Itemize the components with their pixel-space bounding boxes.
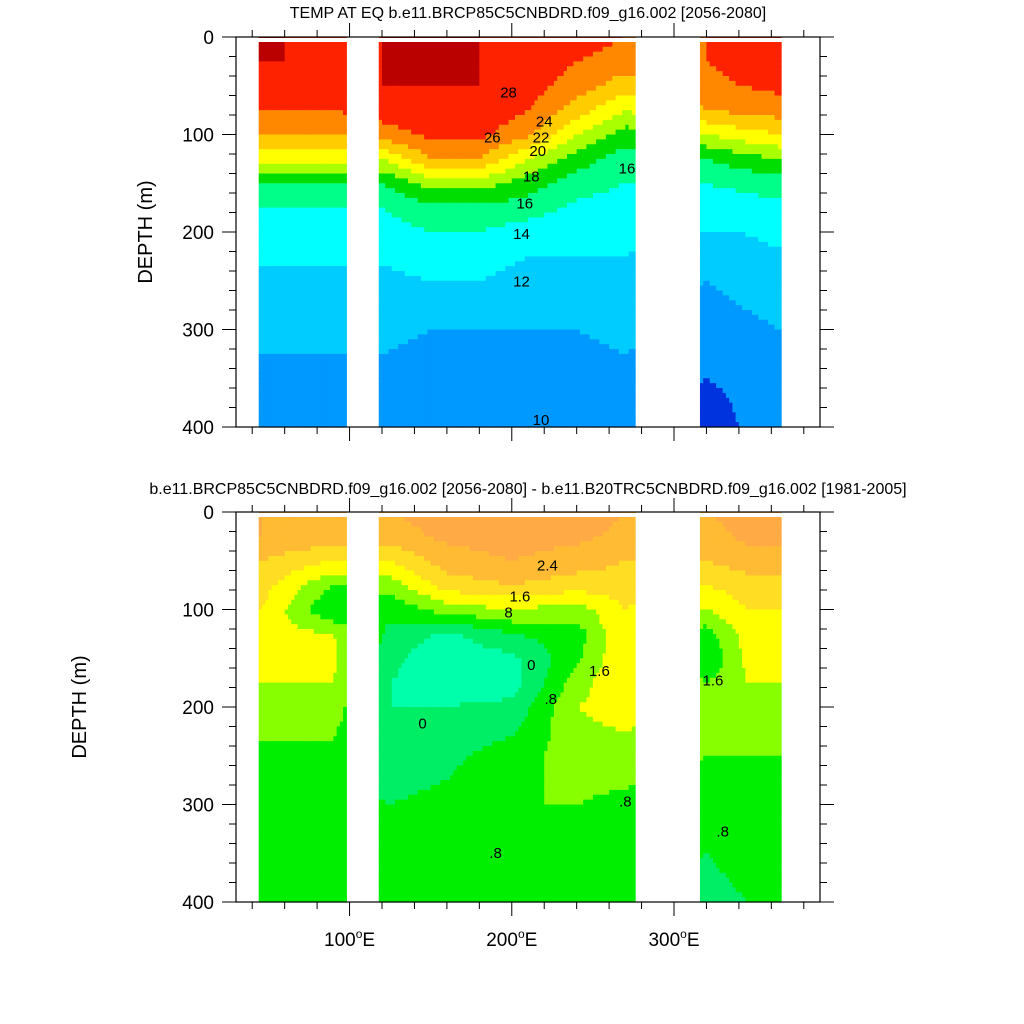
contour-label: 10	[533, 412, 550, 429]
contour-label: 26	[484, 129, 501, 146]
x-tick-label: 200oE	[486, 927, 537, 951]
y-tick-label: 100	[182, 126, 214, 147]
y-axis-label: DEPTH (m)	[135, 180, 157, 283]
y-axis-label: DEPTH (m)	[69, 655, 91, 758]
contour-label: 8	[504, 604, 512, 621]
field-raster	[258, 512, 782, 903]
y-tick-label: 400	[182, 418, 214, 439]
contour-label: 12	[513, 274, 530, 291]
contour-label: 1.6	[589, 663, 610, 680]
contour-label: 24	[536, 114, 553, 131]
contour-label: 22	[533, 129, 550, 146]
field-raster	[258, 37, 782, 428]
contour-label: 14	[513, 226, 530, 243]
contour-label: 28	[500, 84, 517, 101]
contour-label: 16	[516, 196, 533, 213]
contour-label: .8	[489, 845, 502, 862]
y-tick-label: 100	[182, 601, 214, 622]
chart-title: b.e11.BRCP85C5CNBDRD.f09_g16.002 [2056-2…	[149, 481, 906, 498]
contour-label: 2.4	[537, 558, 558, 575]
contour-label: 1.6	[703, 673, 724, 690]
contour-label: .8	[619, 793, 632, 810]
contour-label: 0	[418, 715, 426, 732]
y-tick-label: 200	[182, 698, 214, 719]
y-tick-label: 0	[203, 503, 214, 524]
contour-label: 20	[529, 143, 546, 160]
contour-label: 16	[619, 161, 636, 178]
temperature-panel: TEMP AT EQ b.e11.BRCP85C5CNBDRD.f09_g16.…	[135, 5, 834, 441]
x-tick-label: 300oE	[648, 927, 699, 951]
contour-label: .8	[716, 824, 729, 841]
contour-label: 18	[523, 168, 540, 185]
chart-title: TEMP AT EQ b.e11.BRCP85C5CNBDRD.f09_g16.…	[290, 5, 766, 22]
x-tick-label: 100oE	[324, 927, 375, 951]
y-tick-label: 400	[182, 893, 214, 914]
y-tick-label: 200	[182, 223, 214, 244]
y-tick-label: 300	[182, 796, 214, 817]
temperature-difference-panel: b.e11.BRCP85C5CNBDRD.f09_g16.002 [2056-2…	[69, 481, 907, 951]
contour-label: .8	[544, 691, 557, 708]
contour-label: 1.6	[509, 589, 530, 606]
y-tick-label: 300	[182, 321, 214, 342]
contour-label: 0	[527, 657, 535, 674]
y-tick-label: 0	[203, 28, 214, 49]
